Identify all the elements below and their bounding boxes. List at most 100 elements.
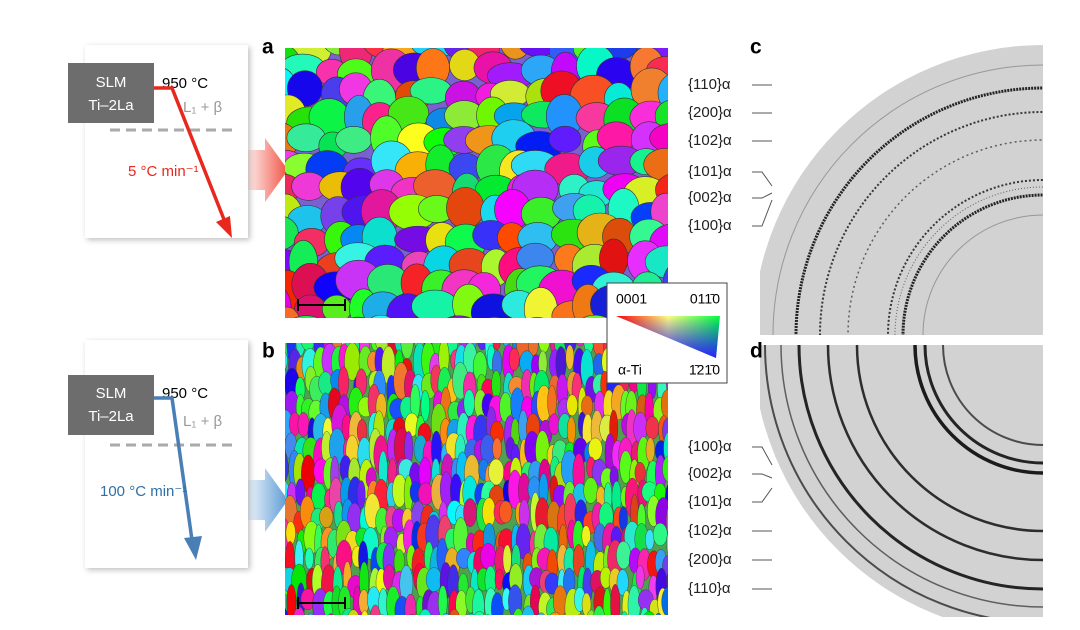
grain bbox=[347, 609, 359, 615]
panel-label: d bbox=[750, 340, 763, 363]
reflection-label: {102}α bbox=[688, 522, 732, 539]
grain bbox=[635, 565, 645, 590]
grain bbox=[446, 187, 485, 230]
reflection-label: {102}α bbox=[688, 132, 732, 149]
grain bbox=[400, 343, 414, 360]
grain bbox=[285, 558, 286, 576]
grain bbox=[553, 616, 565, 630]
cooling-rate: 100 °C min⁻¹ bbox=[100, 483, 187, 500]
grain bbox=[664, 618, 676, 630]
grain bbox=[566, 394, 578, 417]
grain bbox=[548, 413, 560, 435]
grain bbox=[420, 390, 430, 422]
grain bbox=[293, 315, 319, 318]
grain bbox=[502, 343, 510, 348]
grain bbox=[497, 620, 505, 630]
grain bbox=[621, 611, 628, 615]
grain bbox=[328, 613, 334, 615]
grain bbox=[285, 607, 289, 615]
panel-label: c bbox=[750, 36, 762, 59]
grain bbox=[409, 614, 415, 615]
grain bbox=[603, 619, 613, 630]
legend-phase: α-Ti bbox=[618, 362, 642, 378]
grain bbox=[480, 543, 497, 570]
grain bbox=[286, 584, 297, 615]
grain bbox=[645, 437, 655, 463]
leader-line bbox=[752, 446, 773, 466]
grain bbox=[548, 125, 582, 153]
grain bbox=[321, 294, 352, 318]
grain bbox=[449, 608, 460, 615]
sample-text: SLM bbox=[96, 74, 127, 91]
grain bbox=[616, 569, 629, 596]
grain bbox=[295, 478, 306, 506]
grain bbox=[576, 343, 585, 347]
grain bbox=[427, 616, 442, 630]
grain bbox=[502, 544, 512, 574]
grain bbox=[491, 592, 504, 615]
grain bbox=[550, 611, 561, 615]
grain bbox=[564, 618, 580, 630]
grain bbox=[645, 416, 660, 440]
grain bbox=[288, 616, 301, 630]
grain bbox=[523, 287, 558, 318]
grain bbox=[468, 613, 475, 615]
grain bbox=[285, 351, 288, 370]
diffraction-pattern bbox=[760, 345, 1043, 617]
grain bbox=[378, 614, 384, 615]
sample-text: Ti–2La bbox=[88, 408, 134, 425]
sample-text: Ti–2La bbox=[88, 97, 134, 114]
grain bbox=[583, 477, 599, 504]
leader-line bbox=[752, 199, 773, 227]
leader-line bbox=[752, 171, 773, 187]
grain bbox=[663, 432, 668, 464]
sample-box bbox=[68, 63, 154, 123]
grain bbox=[488, 316, 501, 318]
grain bbox=[370, 314, 391, 318]
grain bbox=[293, 294, 327, 318]
grain bbox=[537, 612, 545, 615]
grain bbox=[581, 592, 592, 615]
leader-line bbox=[752, 192, 773, 199]
grain bbox=[419, 609, 432, 615]
phase: L₁ + β bbox=[183, 413, 222, 430]
grain bbox=[530, 317, 544, 318]
grain bbox=[285, 306, 300, 318]
grain bbox=[505, 617, 515, 630]
grain bbox=[627, 619, 636, 630]
grain bbox=[285, 216, 299, 250]
reflection-label: {200}α bbox=[688, 104, 732, 121]
sample-text: SLM bbox=[96, 385, 127, 402]
reflection-label: {101}α bbox=[688, 493, 732, 510]
grain bbox=[458, 618, 467, 630]
grain bbox=[660, 389, 668, 420]
scale-bar bbox=[297, 299, 346, 609]
leader-line bbox=[752, 473, 773, 479]
grain bbox=[578, 613, 583, 615]
grain bbox=[335, 126, 372, 154]
grain bbox=[666, 506, 668, 536]
reflection-label: {200}α bbox=[688, 551, 732, 568]
grain bbox=[494, 568, 504, 590]
grain bbox=[492, 437, 502, 460]
diffraction-pattern bbox=[760, 45, 1043, 335]
reflection-label: {110}α bbox=[688, 76, 731, 93]
grain bbox=[312, 616, 322, 630]
ipf-triangle bbox=[616, 316, 720, 358]
grain bbox=[486, 614, 490, 615]
cooling-path bbox=[154, 396, 194, 541]
grain bbox=[508, 347, 520, 371]
leader-line bbox=[752, 487, 773, 503]
grain bbox=[338, 366, 349, 399]
grain bbox=[627, 585, 641, 615]
grain bbox=[583, 343, 595, 355]
grain bbox=[356, 480, 366, 509]
grain bbox=[392, 616, 405, 630]
grain bbox=[333, 614, 337, 615]
legend-corner: 0001 bbox=[616, 291, 647, 307]
cooling-rate: 5 °C min⁻¹ bbox=[128, 163, 199, 180]
grain bbox=[492, 343, 501, 351]
reflection-label: {002}α bbox=[688, 189, 732, 206]
